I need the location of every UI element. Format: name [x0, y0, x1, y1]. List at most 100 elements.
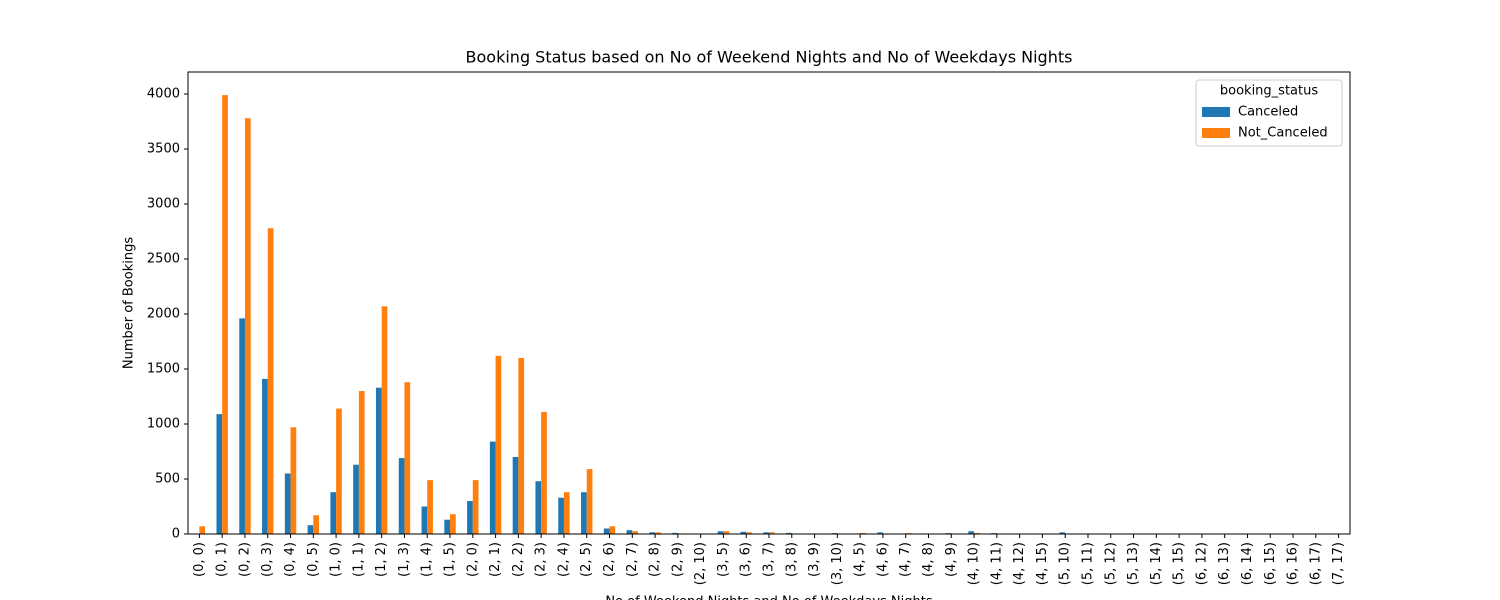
bar — [262, 378, 268, 534]
bar — [450, 514, 456, 534]
bar — [307, 525, 314, 534]
bar — [222, 95, 228, 534]
x-tick-label: (3, 6) — [739, 542, 754, 577]
bar — [358, 391, 365, 534]
bar — [860, 532, 866, 534]
bar — [427, 480, 433, 534]
x-tick-label: (6, 12) — [1194, 542, 1209, 585]
bar — [563, 492, 570, 534]
x-tick-label: (2, 4) — [556, 542, 571, 577]
bar — [239, 318, 245, 534]
x-axis-label: No of Weekend Nights and No of Weekdays … — [605, 595, 932, 600]
x-tick-label: (4, 11) — [989, 542, 1004, 585]
y-tick-label: 2000 — [147, 307, 180, 322]
x-tick-label: (1, 4) — [420, 542, 435, 577]
legend-swatch — [1202, 107, 1230, 117]
y-tick-label: 500 — [155, 472, 180, 487]
x-tick-label: (2, 2) — [511, 542, 526, 577]
x-tick-label: (0, 2) — [237, 542, 252, 577]
x-tick-label: (2, 6) — [602, 542, 617, 577]
legend-title: booking_status — [1220, 84, 1318, 99]
x-tick-label: (4, 8) — [921, 542, 936, 577]
bar — [609, 526, 616, 534]
x-tick-label: (3, 5) — [716, 542, 731, 577]
bar — [672, 532, 678, 534]
bar — [472, 480, 479, 534]
x-tick-label: (6, 13) — [1217, 542, 1232, 585]
x-tick-label: (2, 7) — [625, 542, 640, 577]
x-tick-label: (5, 11) — [1080, 542, 1095, 585]
x-tick-label: (5, 15) — [1172, 542, 1187, 585]
bar — [1059, 532, 1066, 534]
x-tick-label: (4, 10) — [967, 542, 982, 585]
y-tick-label: 3500 — [147, 142, 180, 157]
x-tick-label: (2, 3) — [534, 542, 549, 577]
bar — [603, 528, 610, 534]
bar — [244, 118, 251, 534]
bar — [632, 531, 638, 534]
bar — [558, 497, 564, 534]
x-tick-label: (5, 13) — [1126, 542, 1141, 585]
x-tick-label: (5, 10) — [1058, 542, 1073, 585]
x-tick-label: (4, 5) — [853, 542, 868, 577]
bar — [381, 306, 388, 534]
bar — [216, 414, 223, 534]
bar — [626, 530, 633, 534]
bar — [740, 531, 747, 534]
x-tick-label: (5, 14) — [1149, 542, 1164, 585]
bar — [421, 506, 428, 534]
bar — [541, 411, 547, 534]
x-tick-label: (2, 0) — [465, 542, 480, 577]
x-tick-label: (0, 0) — [192, 542, 207, 577]
bar — [467, 501, 473, 534]
bar — [404, 382, 411, 534]
x-tick-label: (0, 1) — [215, 542, 230, 577]
bar — [290, 427, 297, 534]
y-tick-label: 2500 — [147, 252, 180, 267]
x-tick-label: (2, 9) — [670, 542, 685, 577]
x-tick-label: (2, 5) — [579, 542, 594, 577]
bar — [535, 481, 542, 534]
bar — [746, 532, 752, 534]
bar — [586, 469, 593, 534]
bar — [313, 515, 320, 534]
x-tick-label: (1, 0) — [329, 542, 344, 577]
x-tick-label: (3, 8) — [784, 542, 799, 577]
bar — [267, 228, 274, 534]
bar — [444, 519, 451, 534]
legend-swatch — [1202, 128, 1230, 138]
bar — [655, 532, 661, 534]
x-tick-label: (1, 1) — [351, 542, 366, 577]
bar — [786, 532, 792, 534]
chart-title: Booking Status based on No of Weekend Ni… — [466, 48, 1073, 67]
legend-box — [1195, 79, 1343, 147]
x-tick-label: (7, 17) — [1331, 542, 1346, 585]
x-tick-label: (4, 12) — [1012, 542, 1027, 585]
bar — [375, 387, 382, 534]
x-tick-label: (2, 1) — [488, 542, 503, 577]
y-tick-label: 3000 — [147, 197, 180, 212]
bar — [649, 532, 656, 534]
x-tick-label: (0, 5) — [306, 542, 321, 577]
x-tick-label: (3, 7) — [762, 542, 777, 577]
bar — [336, 408, 342, 534]
x-tick-label: (4, 7) — [898, 542, 913, 577]
bar — [769, 532, 775, 534]
x-tick-label: (2, 8) — [648, 542, 663, 577]
x-tick-label: (6, 17) — [1308, 542, 1323, 585]
bar — [512, 457, 519, 534]
bar — [877, 532, 883, 534]
y-tick-label: 0 — [172, 527, 180, 542]
bar — [495, 355, 502, 534]
x-tick-label: (1, 5) — [443, 542, 458, 577]
y-tick-label: 4000 — [147, 87, 180, 102]
y-axis-label: Number of Bookings — [122, 237, 137, 369]
bar — [353, 464, 359, 534]
x-tick-label: (0, 4) — [283, 542, 298, 577]
bar — [717, 531, 724, 534]
x-tick-label: (6, 15) — [1263, 542, 1278, 585]
x-tick-label: (1, 3) — [397, 542, 412, 577]
bar — [284, 473, 291, 534]
legend-label: Canceled — [1238, 105, 1298, 120]
